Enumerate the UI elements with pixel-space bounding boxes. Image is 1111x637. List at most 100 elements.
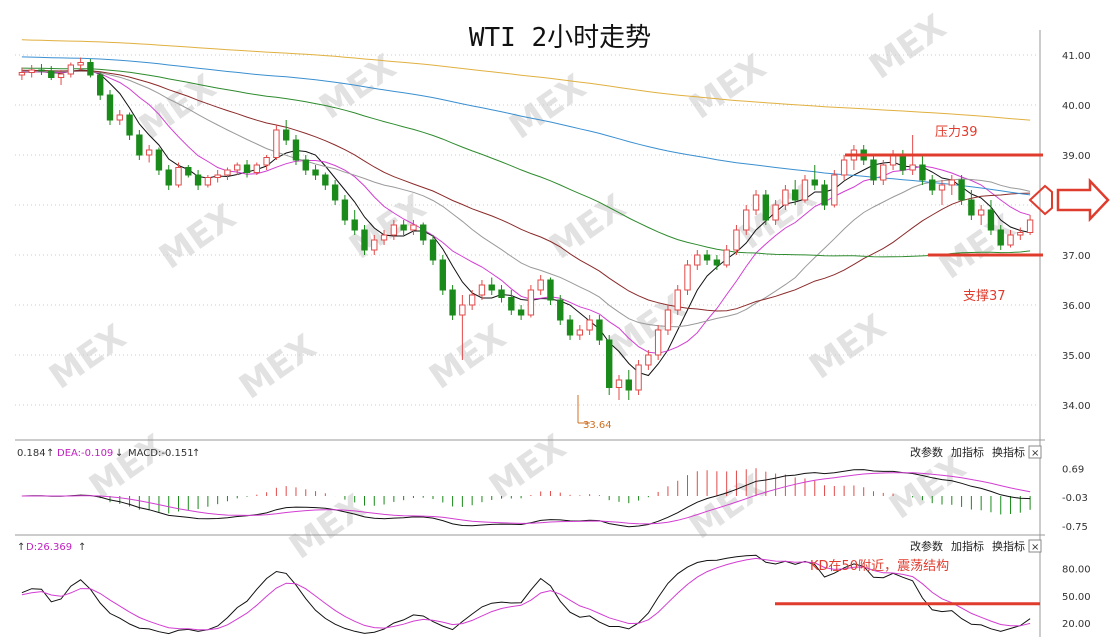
candle-body — [948, 179, 955, 186]
y-tick-label: 35.00 — [1062, 351, 1091, 362]
arrow-right-icon — [1028, 184, 1053, 216]
candle-body — [703, 254, 711, 261]
low-label: 33.64 — [583, 420, 612, 431]
candle-body — [136, 134, 143, 156]
candle-body — [488, 284, 495, 291]
candle-body — [791, 189, 799, 201]
candle-body — [380, 234, 388, 241]
candlestick-series — [18, 57, 1034, 400]
arrow-right-outline-icon — [1056, 177, 1110, 223]
candle-body — [811, 179, 818, 186]
candle-body — [273, 129, 280, 158]
kd-close-button[interactable] — [1028, 539, 1042, 553]
candle-body — [331, 184, 339, 201]
candle-body — [361, 229, 368, 251]
candle-body — [126, 114, 133, 136]
candle-body — [958, 179, 965, 201]
ma-line — [21, 67, 1031, 258]
macd-lines — [21, 469, 1031, 528]
candle-body — [234, 164, 241, 171]
macd-switch-indicator-button[interactable]: 换指标 — [992, 445, 1025, 459]
candle-body — [18, 72, 26, 76]
candle-body — [214, 174, 221, 178]
arrow-up-icon: ↑ — [192, 448, 200, 459]
ma-line — [21, 70, 1031, 328]
candle-body — [87, 62, 94, 76]
candle-body — [713, 259, 721, 266]
kd-change-params-button[interactable]: 改参数 — [910, 539, 943, 553]
kd-y-ticks: 80.00 50.00 20.00 — [1062, 565, 1091, 630]
kd-switch-indicator-button[interactable]: 换指标 — [992, 539, 1025, 553]
candle-body — [302, 159, 309, 171]
macd-y-tick: -0.75 — [1062, 522, 1088, 533]
candle-body — [508, 297, 515, 311]
candle-body — [576, 329, 584, 336]
candle-body — [459, 304, 466, 316]
macd-y-ticks: 0.69 -0.03 -0.75 — [1062, 464, 1088, 533]
candle-body — [987, 209, 995, 231]
y-tick-label: 40.00 — [1062, 101, 1091, 112]
candle-body — [694, 254, 701, 266]
candle-body — [204, 177, 212, 186]
candle-body — [557, 299, 564, 321]
macd-dea-line — [21, 472, 1031, 525]
ma-line — [21, 70, 1031, 354]
y-tick-label: 39.00 — [1062, 151, 1091, 162]
watermark-text: MEX — [282, 487, 373, 568]
candle-body — [410, 224, 417, 231]
candle-body — [929, 179, 936, 191]
candle-body — [253, 164, 261, 173]
candle-body — [880, 164, 887, 181]
kd-annotation: KD在50附近，震荡结构 — [810, 559, 949, 574]
macd-header-prefix: 0.184 — [17, 448, 46, 459]
annotation-layer: 压力39 支撑37 33.64 — [577, 125, 1110, 431]
kd-add-indicator-button[interactable]: 加指标 — [951, 539, 984, 553]
y-tick-label: 41.00 — [1062, 51, 1091, 62]
arrow-up-icon: ↑ — [46, 448, 54, 459]
candle-body — [772, 204, 779, 221]
candle-body — [106, 94, 114, 121]
candle-body — [1026, 219, 1034, 233]
arrow-down-icon: ↓ — [115, 448, 123, 459]
macd-y-tick: -0.03 — [1062, 493, 1088, 504]
kd-d-label: D:26.369 — [26, 542, 72, 553]
candle-body — [723, 249, 730, 266]
ma-line — [21, 69, 1031, 312]
kd-d-line — [21, 557, 1031, 631]
macd-add-indicator-button[interactable]: 加指标 — [951, 445, 984, 459]
candle-body — [194, 174, 202, 186]
candle-body — [263, 157, 270, 166]
candle-body — [38, 69, 45, 72]
macd-y-tick: 0.69 — [1062, 464, 1084, 475]
candle-body — [743, 209, 750, 231]
candle-body — [733, 229, 740, 251]
candle-body — [28, 69, 35, 73]
main-grid — [15, 54, 1040, 406]
watermark-text: MEX — [502, 67, 593, 148]
kd-y-tick: 20.00 — [1062, 619, 1091, 630]
candle-body — [664, 309, 672, 331]
candle-body — [821, 184, 828, 206]
candle-body — [439, 259, 446, 291]
candle-body — [1017, 232, 1024, 236]
candle-body — [968, 199, 975, 216]
candle-body — [596, 319, 603, 341]
macd-histogram — [31, 468, 1031, 515]
candle-body — [67, 64, 75, 75]
macd-close-button[interactable] — [1028, 445, 1042, 459]
candle-body — [400, 224, 407, 231]
candle-body — [547, 279, 554, 301]
chart-title: WTI 2小时走势 — [469, 23, 651, 53]
candle-body — [351, 219, 358, 231]
candle-body — [645, 354, 652, 366]
macd-value-label: MACD:-0.151 — [128, 448, 194, 459]
macd-change-params-button[interactable]: 改参数 — [910, 445, 943, 459]
macd-panel: 0.184 ↑ DEA:-0.109 ↓ MACD:-0.151 ↑ 改参数 加… — [17, 445, 1088, 533]
candle-body — [899, 154, 907, 171]
candle-body — [654, 329, 662, 356]
candle-body — [57, 73, 65, 78]
y-tick-label: 37.00 — [1062, 251, 1091, 262]
